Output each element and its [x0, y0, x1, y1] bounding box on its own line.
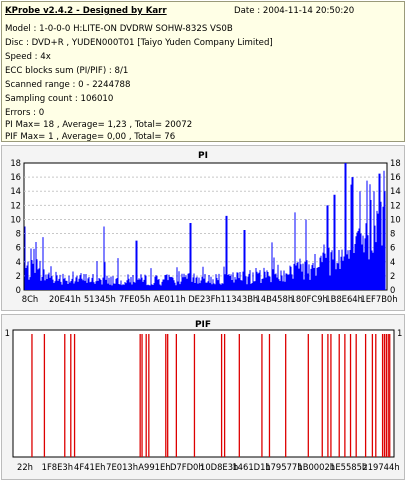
- pi-ytick-left: 16: [10, 172, 21, 182]
- pif-series: [31, 334, 391, 457]
- pi-ytick-left: 4: [16, 257, 21, 267]
- pi-ytick-right: 4: [390, 257, 395, 267]
- pif-stats-line: PIF Max= 1 , Average= 0,00 , Total= 76: [5, 132, 176, 142]
- app-header: KProbe v2.4.2 - Designed by Karr: [5, 6, 167, 16]
- model-line: Model : 1-0-0-0 H:LITE-ON DVDRW SOHW-832…: [5, 24, 233, 34]
- pi-ytick-right: 8: [390, 229, 395, 239]
- range-line: Scanned range : 0 - 2244788: [5, 80, 131, 90]
- pif-xtick: 1E5585h: [330, 462, 367, 472]
- pif-chart-panel: PIF 1 1 22h 1F8E3h 4F41Eh 7E013h A991Eh D7FD0h 1…: [1, 314, 405, 480]
- pif-xtick: 1B0002h: [297, 462, 335, 472]
- pi-ytick-left: 18: [10, 158, 21, 168]
- pif-ytick-left: 1: [5, 328, 10, 338]
- pif-xtick: D7FD0h: [170, 462, 204, 472]
- pi-ytick-left: 14: [10, 186, 21, 196]
- pi-xtick: DE23Fh: [188, 294, 221, 304]
- pi-ytick-right: 14: [390, 186, 401, 196]
- pi-xtick: 7FE05h: [119, 294, 150, 304]
- pif-xtick: 179577h: [265, 462, 302, 472]
- pi-series: [24, 163, 386, 290]
- pi-xtick: 11343Bh: [221, 294, 259, 304]
- pif-xtick: A991Eh: [138, 462, 170, 472]
- pi-chart-panel: PI 0 0 2 2 4 4 6 6 8 8 10 10 12 12 14 14 16 16 18 18 8Ch 20E4…: [1, 145, 405, 311]
- pif-chart: 1 1 22h 1F8E3h 4F41Eh 7E013h A991Eh D7FD0h10D8E…: [5, 328, 403, 472]
- pi-xtick: AE011h: [153, 294, 185, 304]
- pi-xtick: 51345h: [84, 294, 116, 304]
- info-panel: KProbe v2.4.2 - Designed by Karr Date : …: [1, 1, 405, 142]
- pi-xtick: 1B8E64h: [325, 294, 363, 304]
- pif-xtick: 1461D1h: [232, 462, 270, 472]
- speed-line: Speed : 4x: [5, 52, 51, 62]
- pi-ytick-left: 6: [16, 243, 21, 253]
- sampling-line: Sampling count : 106010: [5, 94, 114, 104]
- pi-ytick-left: 0: [16, 285, 21, 295]
- pi-xtick: 8Ch: [22, 294, 38, 304]
- pi-ytick-left: 10: [10, 214, 21, 224]
- pi-xtick: 20E41h: [49, 294, 81, 304]
- ecc-line: ECC blocks sum (PI/PIF) : 8/1: [5, 66, 129, 76]
- pif-xtick: 1F8E3h: [42, 462, 73, 472]
- pif-xtick: 10D8E3h: [200, 462, 238, 472]
- pi-xtick: 180FC9h: [291, 294, 328, 304]
- pi-chart-title: PI: [198, 151, 208, 161]
- pif-ytick-right: 1: [397, 328, 402, 338]
- pi-ytick-right: 16: [390, 172, 401, 182]
- pi-ytick-left: 2: [16, 271, 21, 281]
- errors-line: Errors : 0: [5, 108, 45, 118]
- disc-line: Disc : DVD+R , YUDEN000T01 [Taiyo Yuden …: [5, 38, 273, 48]
- pif-xtick: 219744h: [362, 462, 399, 472]
- pi-ytick-right: 18: [390, 158, 401, 168]
- pi-stats-line: PI Max= 18 , Average= 1,23 , Total= 2007…: [5, 120, 193, 130]
- pif-chart-title: PIF: [194, 320, 212, 330]
- pif-xtick: 4F41Eh: [74, 462, 105, 472]
- pi-ytick-right: 10: [390, 214, 401, 224]
- pi-xtick: 1EF7B0h: [360, 294, 397, 304]
- pif-xtick: 22h: [17, 462, 33, 472]
- scan-date: Date : 2004-11-14 20:50:20: [234, 6, 355, 16]
- pi-ytick-right: 0: [390, 285, 395, 295]
- pi-chart: 0 0 2 2 4 4 6 6 8 8 10 10 12 12 14 14 16 16 18 18 8Ch 20E41h 5…: [10, 158, 401, 304]
- pi-ytick-right: 12: [390, 200, 401, 210]
- pif-xtick: 7E013h: [106, 462, 138, 472]
- pi-ytick-right: 2: [390, 271, 395, 281]
- pi-xtick: 14B458h: [255, 294, 293, 304]
- pi-ytick-left: 8: [16, 229, 21, 239]
- pi-ytick-left: 12: [10, 200, 21, 210]
- pi-ytick-right: 6: [390, 243, 395, 253]
